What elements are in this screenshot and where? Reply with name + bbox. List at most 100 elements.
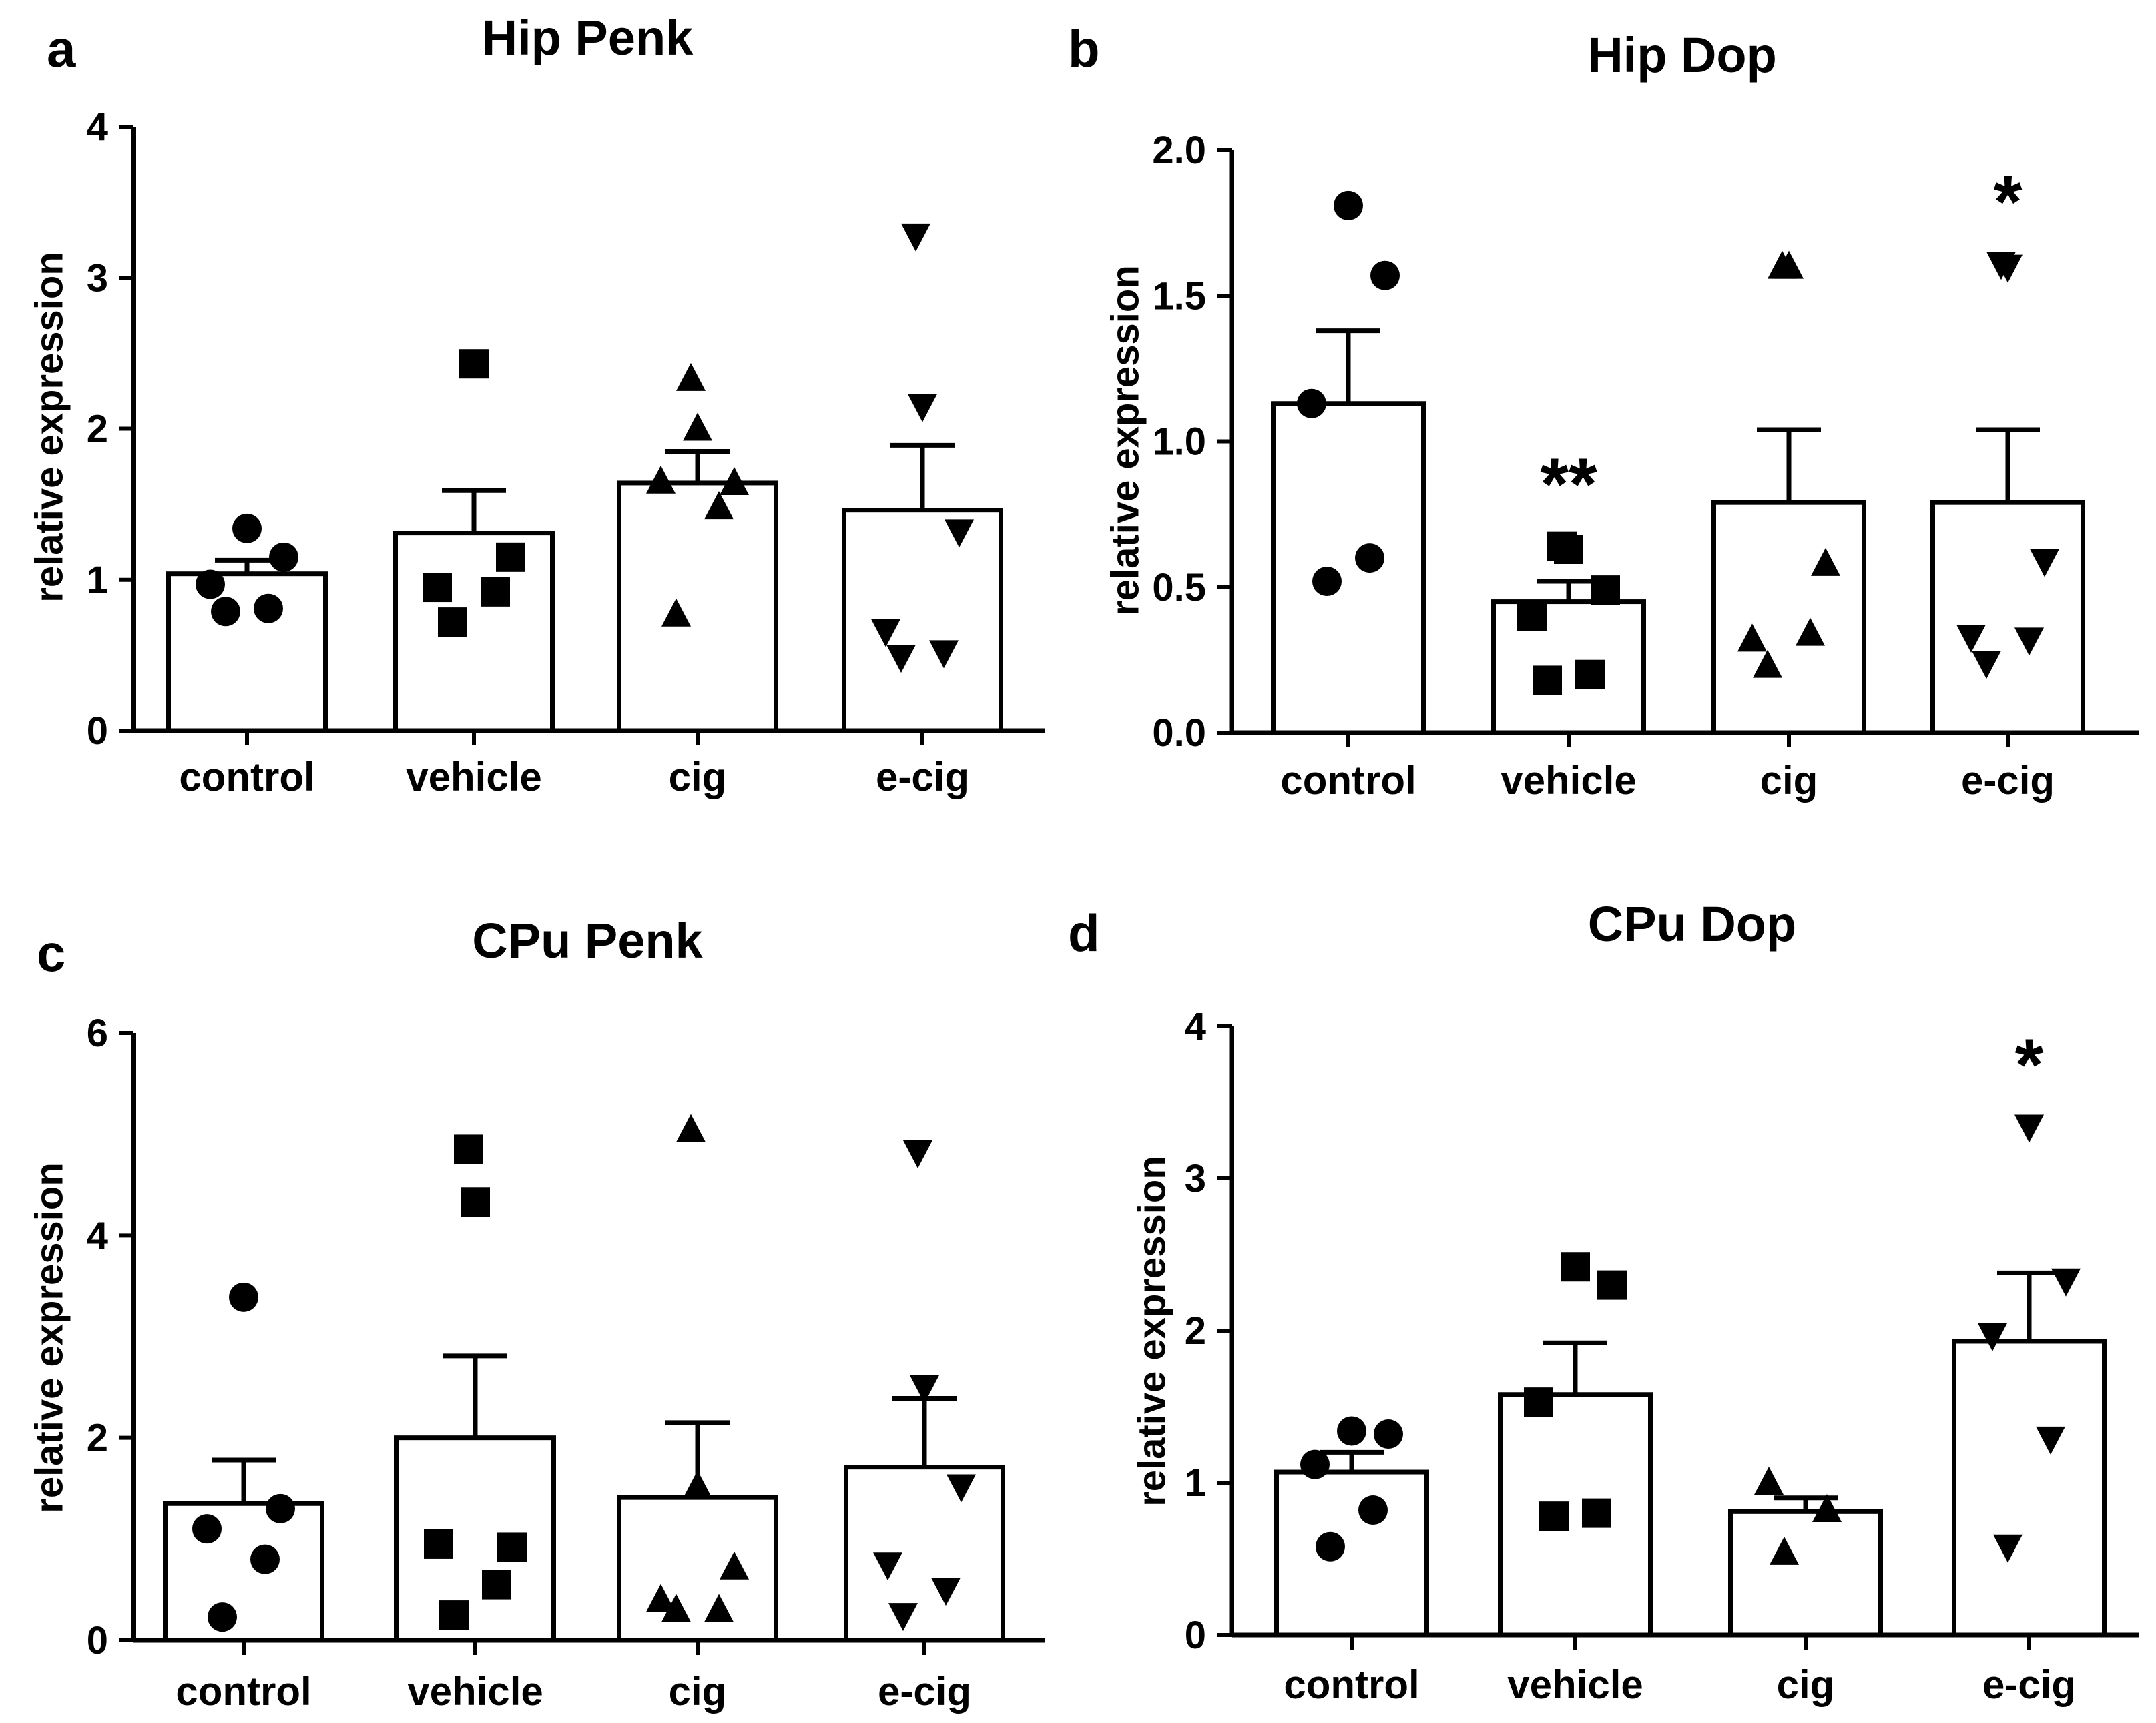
y-tick-label: 0.0 [1152, 711, 1206, 755]
data-point [888, 1603, 918, 1632]
significance-marker: * [1994, 161, 2023, 243]
bar-vehicle [393, 531, 555, 733]
y-tick-label: 3 [1185, 1157, 1206, 1200]
y-tick-label: 4 [87, 1214, 108, 1257]
bar-cig [1728, 1509, 1883, 1638]
data-point [2014, 627, 2044, 656]
data-point [424, 1529, 453, 1559]
significance-marker: ** [1540, 444, 1597, 526]
data-point [439, 1600, 469, 1630]
y-tick-label: 3 [87, 256, 108, 300]
data-point [481, 577, 510, 607]
bar-e-cig [844, 1465, 1005, 1643]
y-tick-label: 2 [87, 1417, 108, 1460]
data-point [1770, 1536, 1799, 1565]
y-axis-title: relative expression [1103, 265, 1147, 616]
category-label: e-cig [1961, 758, 2055, 803]
data-point [1768, 250, 1797, 279]
category-label: vehicle [1507, 1662, 1643, 1707]
category-label: e-cig [876, 755, 969, 799]
data-point [497, 1532, 527, 1562]
bar-e-cig [842, 508, 1003, 733]
panel-letter: d [1068, 904, 1100, 962]
category-label: cig [669, 1669, 727, 1714]
bar-cig [617, 480, 778, 733]
bar-vehicle [394, 1435, 556, 1643]
data-point [929, 640, 959, 669]
data-point [704, 1594, 734, 1622]
data-point [1337, 1416, 1366, 1446]
data-point [2030, 549, 2059, 577]
bar-cig [617, 1495, 778, 1643]
data-point [1355, 543, 1384, 573]
data-point [1796, 617, 1825, 646]
y-tick-label: 0 [87, 709, 108, 753]
category-label: control [176, 1669, 311, 1714]
data-point [229, 1282, 258, 1312]
category-label: cig [1777, 1662, 1835, 1707]
data-point [496, 542, 525, 572]
data-point [211, 597, 240, 627]
data-point [704, 491, 734, 520]
data-point [254, 593, 283, 623]
bar-e-cig [1952, 1339, 2107, 1638]
data-point [646, 465, 676, 494]
category-label: vehicle [407, 1669, 543, 1714]
y-tick-label: 0 [1185, 1614, 1206, 1657]
y-tick-label: 4 [1185, 1005, 1206, 1048]
data-point [908, 394, 937, 422]
data-point [873, 1552, 902, 1581]
data-point [1811, 547, 1840, 576]
category-label: e-cig [878, 1669, 971, 1714]
data-point [720, 1551, 749, 1580]
data-point [947, 1474, 976, 1503]
panel-letter: c [37, 924, 65, 982]
data-point [1754, 1467, 1784, 1495]
panel-a: a Hip Penk relative expression 0 1 2 3 4 control… [27, 10, 1045, 799]
y-axis-title: relative expression [27, 252, 71, 603]
data-point [646, 1584, 676, 1612]
data-point [1370, 260, 1400, 290]
data-point [1524, 1387, 1553, 1417]
data-point [2014, 1114, 2044, 1143]
panel-title: CPu Dop [1588, 896, 1796, 952]
y-tick-label: 1 [87, 559, 108, 602]
data-point [871, 619, 900, 647]
data-point [1517, 601, 1547, 631]
data-point [1582, 1498, 1611, 1528]
category-label: control [1284, 1662, 1419, 1707]
data-point [1986, 252, 2016, 280]
y-tick-label: 1.0 [1152, 420, 1206, 464]
data-point [250, 1544, 280, 1574]
category-label: cig [669, 755, 727, 799]
y-tick-label: 1 [1185, 1461, 1206, 1505]
data-point [192, 1514, 222, 1544]
data-point [1316, 1531, 1345, 1562]
y-tick-label: 0.5 [1152, 566, 1206, 609]
y-axis-title: relative expression [1130, 1156, 1173, 1507]
data-point [482, 1570, 511, 1600]
y-tick-label: 6 [87, 1012, 108, 1055]
y-tick-label: 0 [87, 1619, 108, 1662]
data-point [1597, 1270, 1627, 1300]
category-label: e-cig [1982, 1662, 2076, 1707]
category-label: control [1280, 758, 1416, 803]
y-axis-title: relative expression [27, 1162, 71, 1513]
data-point [661, 1594, 691, 1622]
bar-control [1271, 401, 1426, 735]
data-point [1334, 190, 1363, 220]
bar-control [166, 571, 328, 733]
data-point [266, 1493, 295, 1523]
data-point [1978, 1323, 2007, 1351]
data-point [1358, 1495, 1388, 1525]
data-point [1374, 1419, 1403, 1449]
bar-e-cig [1930, 500, 2085, 735]
data-point [1300, 1449, 1330, 1479]
data-point [1591, 575, 1620, 605]
data-point [683, 412, 712, 441]
panel-title: Hip Penk [482, 10, 694, 65]
data-point [676, 1114, 706, 1142]
category-label: control [179, 755, 314, 799]
data-point [931, 1578, 961, 1606]
